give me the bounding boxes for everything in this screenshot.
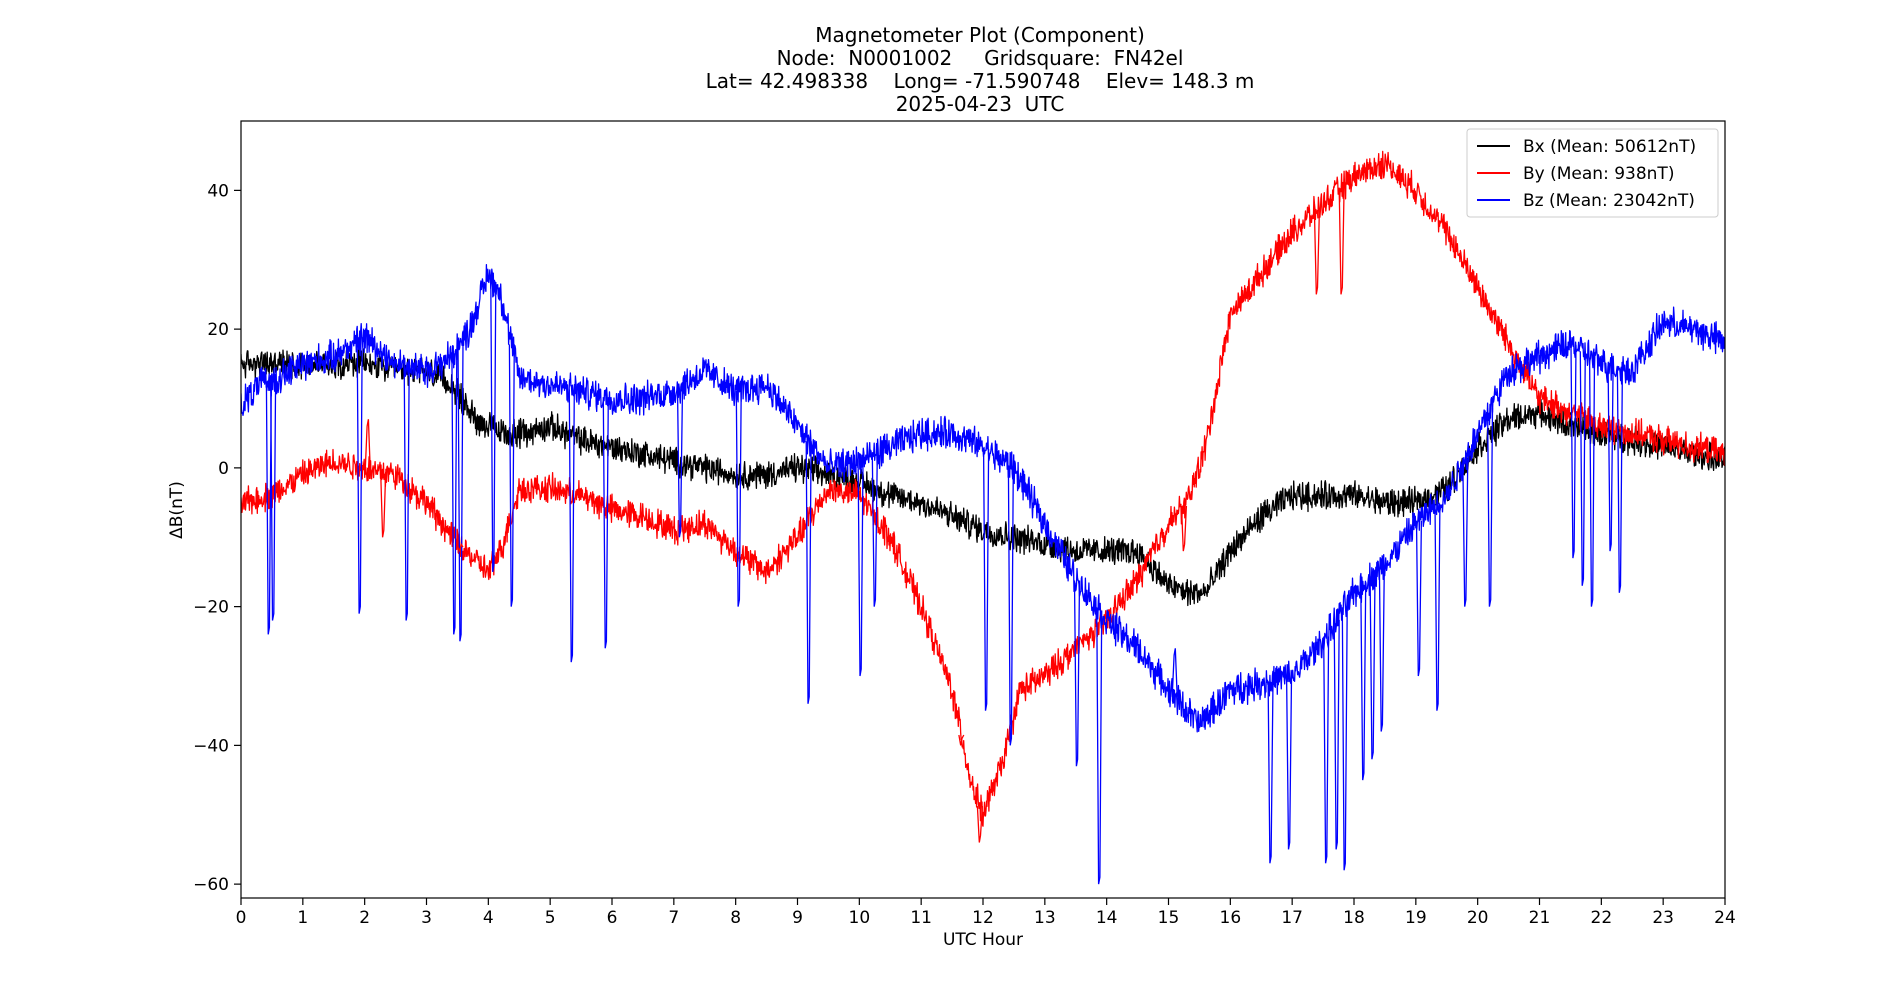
y-tick-label: 20 (207, 320, 229, 340)
spike (735, 390, 742, 607)
spike (1378, 567, 1385, 732)
x-tick-label: 23 (1652, 908, 1674, 928)
x-tick-label: 0 (236, 908, 247, 928)
spike (1007, 465, 1014, 746)
x-tick-label: 24 (1714, 908, 1736, 928)
x-tick-label: 1 (297, 908, 308, 928)
spike-layer (265, 187, 1624, 885)
legend-label: Bx (Mean: 50612nT) (1523, 137, 1696, 157)
spike (1338, 187, 1345, 295)
series-line-2 (241, 264, 1725, 733)
spike (1341, 607, 1348, 871)
y-axis-ticks: −60 −40 −20 0 20 40 (193, 181, 241, 895)
x-tick-label: 20 (1467, 908, 1489, 928)
spike (1096, 610, 1103, 885)
spike (1285, 676, 1293, 850)
x-tick-label: 16 (1220, 908, 1242, 928)
title-line-3: Lat= 42.498338 Long= -71.590748 Elev= 14… (706, 69, 1255, 93)
x-tick-label: 15 (1158, 908, 1180, 928)
title-line-1: Magnetometer Plot (Component) (815, 23, 1145, 47)
x-tick-label: 12 (972, 908, 994, 928)
x-tick-label: 10 (849, 908, 871, 928)
spike (1462, 458, 1469, 607)
plot-frame (240, 120, 1726, 899)
spike (457, 342, 464, 642)
spike (676, 387, 684, 538)
legend: Bx (Mean: 50612nT) By (Mean: 938nT) Bz (Me… (1466, 128, 1719, 218)
spike (508, 344, 515, 607)
spike (1486, 408, 1494, 607)
spike (1313, 209, 1321, 295)
spike (403, 366, 410, 621)
y-axis-label: ΔB(nT) (167, 481, 187, 539)
spike (364, 419, 371, 469)
x-tick-label: 3 (421, 908, 432, 928)
spike (1073, 580, 1081, 767)
spike (1360, 584, 1367, 781)
spike (568, 389, 575, 663)
spike (976, 806, 984, 843)
spike (1171, 648, 1178, 697)
x-tick-label: 9 (792, 908, 803, 928)
spike (451, 352, 458, 635)
spike (1333, 619, 1340, 850)
x-tick-label: 17 (1281, 908, 1303, 928)
y-tick-label: −20 (193, 598, 229, 618)
spike (1267, 680, 1274, 864)
x-tick-label: 8 (730, 908, 741, 928)
legend-box (1466, 128, 1719, 218)
legend-label: By (Mean: 938nT) (1523, 164, 1674, 184)
title-line-4: 2025-04-23 UTC (896, 92, 1065, 116)
spike (805, 441, 812, 704)
spike (265, 381, 272, 635)
x-tick-label: 19 (1405, 908, 1427, 928)
chart-title: Magnetometer Plot (Component) Node: N000… (706, 23, 1255, 116)
spike (602, 397, 609, 649)
spike (1579, 351, 1586, 586)
title-line-2: Node: N0001002 Gridsquare: FN42el (777, 46, 1184, 70)
spike (1323, 636, 1330, 864)
spike (1588, 357, 1596, 607)
spike (380, 471, 387, 538)
x-tick-label: 18 (1343, 908, 1365, 928)
spike (356, 339, 363, 614)
spike (1570, 345, 1577, 559)
y-tick-label: −40 (193, 736, 229, 756)
x-tick-label: 7 (668, 908, 679, 928)
x-tick-label: 13 (1034, 908, 1056, 928)
spike (982, 449, 990, 711)
y-tick-label: −60 (193, 875, 229, 895)
series-line-1 (241, 150, 1725, 827)
x-tick-label: 4 (483, 908, 494, 928)
x-tick-label: 21 (1529, 908, 1551, 928)
x-axis-ticks: 0 1 2 3 4 5 6 7 8 9 10 11 12 13 14 15 16 17 18 19 20 21 22 23 24 (236, 898, 1736, 928)
spike (1180, 505, 1188, 552)
spike (871, 453, 878, 607)
x-tick-label: 6 (607, 908, 618, 928)
x-tick-label: 5 (545, 908, 556, 928)
spike (1369, 576, 1376, 760)
spike (1434, 503, 1441, 711)
x-tick-label: 11 (910, 908, 932, 928)
spike (857, 460, 864, 677)
x-tick-label: 14 (1096, 908, 1118, 928)
spike (1415, 520, 1423, 677)
x-tick-label: 2 (359, 908, 370, 928)
spike (1607, 365, 1614, 552)
series-line-0 (241, 347, 1725, 607)
spike (270, 379, 277, 621)
x-tick-label: 22 (1591, 908, 1613, 928)
series-layer (241, 150, 1725, 827)
y-tick-label: 0 (218, 459, 229, 479)
spike (490, 281, 497, 573)
spike (1616, 367, 1624, 593)
y-tick-label: 40 (207, 181, 229, 201)
legend-label: Bz (Mean: 23042nT) (1523, 191, 1695, 211)
spike (958, 734, 965, 746)
spike (457, 542, 464, 554)
x-axis-label: UTC Hour (943, 930, 1023, 950)
